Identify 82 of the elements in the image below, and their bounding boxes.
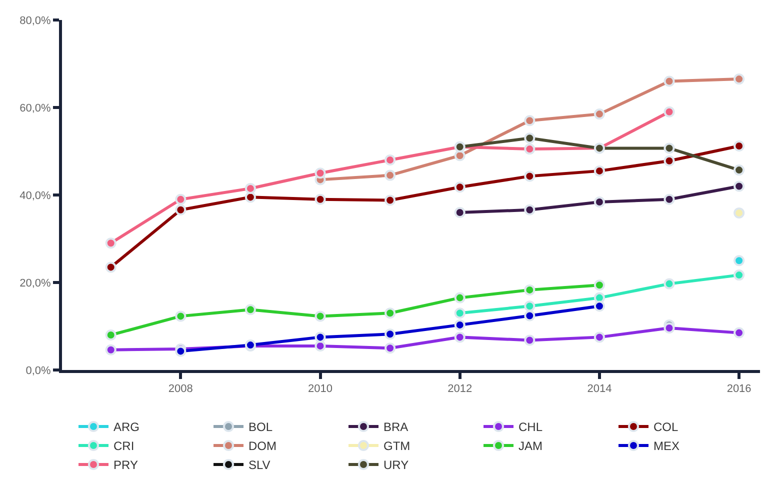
legend-label: DOM bbox=[248, 439, 276, 454]
point bbox=[105, 344, 116, 356]
legend-label: MEX bbox=[654, 439, 680, 454]
point bbox=[454, 332, 466, 343]
point bbox=[664, 142, 675, 154]
point bbox=[524, 144, 536, 155]
point bbox=[664, 155, 675, 166]
point bbox=[734, 207, 745, 218]
x-tick-label: 2012 bbox=[448, 383, 472, 396]
y-tick-label: 80,0% bbox=[20, 14, 52, 27]
legend-label: JAM bbox=[518, 439, 543, 454]
legend-label: ARG bbox=[114, 420, 140, 434]
point bbox=[175, 310, 186, 322]
point bbox=[524, 204, 536, 216]
point bbox=[454, 182, 466, 193]
legend-label: URY bbox=[384, 458, 409, 472]
point bbox=[175, 346, 186, 357]
point bbox=[454, 150, 466, 162]
point bbox=[384, 328, 396, 340]
point bbox=[105, 330, 116, 340]
point bbox=[384, 154, 396, 166]
point bbox=[454, 292, 466, 304]
point bbox=[244, 192, 256, 203]
x-tick-label: 2014 bbox=[587, 383, 612, 396]
y-tick-label: 20,0% bbox=[20, 277, 52, 290]
point bbox=[664, 76, 675, 87]
legend-label: CRI bbox=[114, 439, 134, 454]
point bbox=[734, 140, 745, 152]
point bbox=[664, 106, 675, 118]
point bbox=[314, 168, 326, 179]
point bbox=[105, 238, 116, 249]
point bbox=[734, 327, 745, 338]
point bbox=[244, 304, 256, 316]
legend-label: BRA bbox=[384, 420, 408, 434]
point bbox=[594, 300, 605, 312]
y-tick-label: 40,0% bbox=[20, 190, 52, 202]
legend-label: GTM bbox=[384, 439, 410, 454]
point bbox=[314, 310, 326, 322]
point bbox=[594, 280, 605, 291]
point bbox=[175, 204, 186, 216]
point bbox=[524, 300, 536, 312]
x-tick-label: 2008 bbox=[168, 383, 193, 396]
point bbox=[524, 115, 536, 126]
legend-label: CHL bbox=[518, 420, 543, 434]
legend-label: SLV bbox=[248, 458, 270, 472]
point bbox=[244, 182, 256, 194]
point bbox=[524, 170, 536, 182]
point bbox=[454, 207, 466, 218]
point bbox=[384, 170, 396, 181]
point bbox=[454, 308, 466, 319]
point bbox=[524, 310, 536, 322]
point bbox=[664, 322, 675, 334]
point bbox=[314, 194, 326, 205]
point bbox=[734, 255, 745, 266]
legend-label: COL bbox=[654, 420, 678, 434]
point bbox=[734, 74, 745, 85]
point bbox=[594, 108, 605, 120]
point bbox=[384, 194, 396, 206]
point bbox=[314, 340, 326, 352]
y-tick-label: 60,0% bbox=[20, 102, 52, 114]
point bbox=[454, 319, 466, 330]
point bbox=[524, 284, 536, 296]
point bbox=[384, 342, 396, 354]
x-tick-label: 2010 bbox=[308, 383, 332, 396]
legend-label: BOL bbox=[248, 420, 273, 434]
point bbox=[594, 332, 605, 343]
point bbox=[664, 278, 675, 290]
point bbox=[524, 334, 536, 346]
point bbox=[105, 262, 116, 273]
point bbox=[734, 164, 745, 176]
point bbox=[524, 132, 536, 144]
point bbox=[734, 180, 745, 192]
legend-label: PRY bbox=[114, 458, 138, 472]
point bbox=[594, 196, 605, 208]
point bbox=[734, 270, 745, 281]
point bbox=[664, 194, 675, 205]
point bbox=[314, 332, 326, 343]
point bbox=[175, 194, 186, 205]
point bbox=[594, 165, 605, 176]
y-tick-label: 0,0% bbox=[26, 364, 52, 377]
x-tick-label: 2016 bbox=[726, 383, 752, 396]
point bbox=[384, 308, 396, 319]
